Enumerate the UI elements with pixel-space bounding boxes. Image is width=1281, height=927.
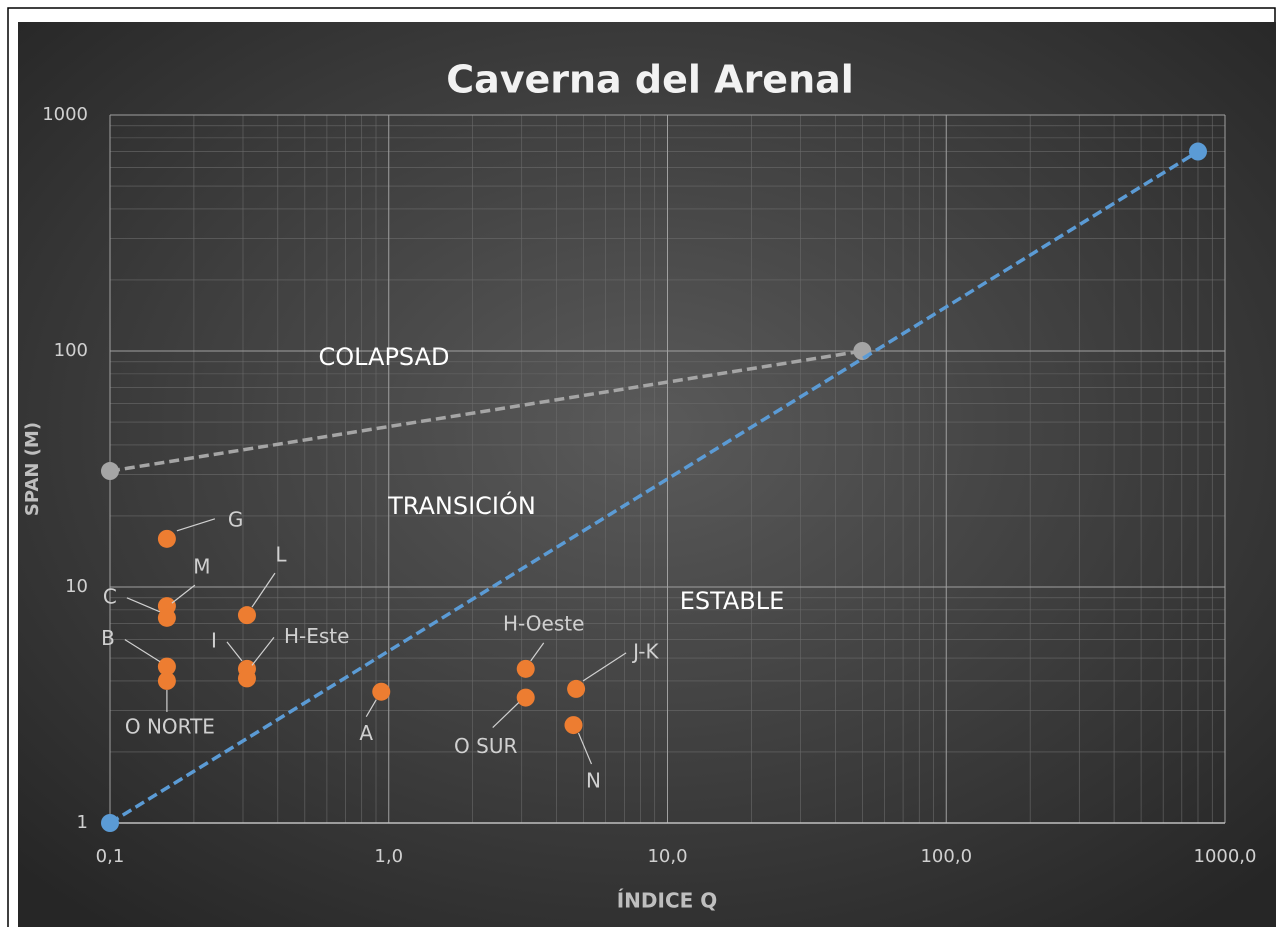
data-point (516, 659, 535, 678)
leader-line (530, 642, 545, 662)
leader-line (577, 732, 593, 765)
point-label: H-Este (284, 624, 349, 648)
leader-line (492, 702, 520, 729)
region-label: COLAPSAD (318, 343, 449, 371)
data-point (101, 814, 119, 832)
leader-line (251, 637, 275, 666)
data-point (516, 688, 535, 707)
series-line (109, 150, 1199, 825)
point-label: M (193, 555, 210, 579)
data-point (101, 462, 119, 481)
y-tick-label: 1000 (42, 104, 88, 125)
data-point (853, 342, 872, 360)
point-label: B (101, 626, 115, 650)
series-line (109, 349, 863, 473)
chart-title: Caverna del Arenal (446, 58, 854, 102)
x-tick-label: 1000,0 (1194, 846, 1257, 867)
leader-line (251, 572, 276, 608)
x-tick-label: 10,0 (647, 846, 687, 867)
x-axis-label: ÍNDICE Q (617, 889, 718, 913)
leader-line (176, 518, 216, 532)
leader-line (126, 597, 161, 613)
x-tick-label: 100,0 (920, 846, 972, 867)
leader-line (124, 639, 161, 663)
data-point (1188, 142, 1207, 161)
data-point (157, 657, 176, 676)
data-point (567, 679, 586, 698)
data-point (157, 608, 176, 627)
y-tick-label: 1 (77, 812, 88, 833)
leader-line (582, 652, 627, 682)
y-axis-label: SPAN (M) (22, 422, 43, 516)
data-point (237, 606, 256, 625)
data-point (564, 716, 583, 735)
point-label: O NORTE (125, 714, 215, 738)
point-label: N (586, 769, 601, 793)
region-label: ESTABLE (680, 587, 785, 615)
point-label: G (228, 507, 244, 531)
point-label: H-Oeste (503, 611, 584, 635)
region-label: TRANSICIÓN (387, 490, 536, 520)
point-label: J-K (631, 639, 659, 663)
x-tick-label: 1,0 (374, 846, 403, 867)
data-point (157, 671, 176, 690)
data-point (157, 529, 176, 548)
leader-line (365, 699, 377, 718)
y-tick-label: 10 (65, 576, 88, 597)
leader-line (226, 641, 243, 662)
x-tick-label: 0,1 (96, 846, 125, 867)
point-label: I (211, 628, 217, 652)
y-tick-label: 100 (54, 340, 88, 361)
point-label: L (275, 543, 287, 567)
data-point (237, 669, 256, 688)
point-label: O SUR (454, 734, 517, 758)
leader-line (171, 584, 196, 604)
point-label: A (359, 721, 373, 745)
data-point (372, 682, 391, 701)
point-label: C (103, 584, 117, 608)
